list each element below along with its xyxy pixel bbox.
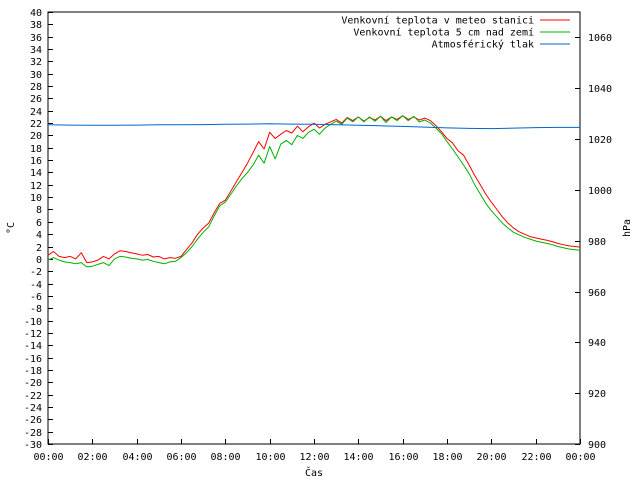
y2-tick-label: 1000 (588, 186, 612, 197)
legend-label: Venkovní teplota 5 cm nad zemí (353, 27, 534, 39)
y-tick-label: -28 (24, 428, 42, 439)
legend: Venkovní teplota v meteo staniciVenkovní… (341, 15, 570, 51)
y-tick-label: -26 (24, 415, 42, 426)
y-tick-label: -30 (24, 440, 42, 451)
x-tick-label: 00:00 (33, 452, 63, 463)
y-tick-label: 30 (30, 70, 42, 81)
y-tick-label: -16 (24, 354, 42, 365)
y2-tick-label: 1060 (588, 33, 612, 44)
x-axis-title: Čas (305, 466, 323, 479)
y-tick-label: 16 (30, 156, 42, 167)
x-tick-label: 04:00 (122, 452, 152, 463)
y-tick-label: 8 (36, 205, 42, 216)
y2-tick-label: 940 (588, 338, 606, 349)
y-tick-label: -18 (24, 366, 42, 377)
x-tick-label: 16:00 (388, 452, 418, 463)
legend-label: Venkovní teplota v meteo stanici (341, 15, 534, 27)
y2-axis-title: hPa (622, 219, 633, 237)
y-tick-label: -14 (24, 341, 42, 352)
y-axis-title: °C (6, 222, 17, 234)
axes: -30-28-26-24-22-20-18-16-14-12-10-8-6-4-… (24, 8, 612, 463)
y-tick-label: 14 (30, 168, 42, 179)
y-tick-label: -22 (24, 391, 42, 402)
y-tick-label: 10 (30, 193, 42, 204)
x-tick-label: 20:00 (476, 452, 506, 463)
y-tick-label: 2 (36, 243, 42, 254)
y-tick-label: 28 (30, 82, 42, 93)
y-tick-label: 6 (36, 218, 42, 229)
y2-tick-label: 960 (588, 288, 606, 299)
y-tick-label: 36 (30, 33, 42, 44)
y-tick-label: -6 (30, 292, 42, 303)
y-tick-label: 22 (30, 119, 42, 130)
y-tick-label: 34 (30, 45, 42, 56)
y-tick-label: 32 (30, 57, 42, 68)
y-tick-label: -8 (30, 304, 42, 315)
series-line-2 (47, 123, 580, 130)
y2-tick-label: 920 (588, 389, 606, 400)
y-tick-label: -12 (24, 329, 42, 340)
plot-border (47, 11, 581, 445)
x-tick-label: 02:00 (77, 452, 107, 463)
y-tick-label: 4 (36, 230, 42, 241)
x-tick-label: 08:00 (210, 452, 240, 463)
x-tick-label: 12:00 (299, 452, 329, 463)
y2-tick-label: 980 (588, 237, 606, 248)
y-tick-label: 40 (30, 8, 42, 19)
series-line-0 (47, 115, 581, 264)
x-tick-label: 14:00 (343, 452, 373, 463)
y2-tick-label: 1040 (588, 84, 612, 95)
y2-tick-label: 900 (588, 440, 606, 451)
x-tick-label: 10:00 (255, 452, 285, 463)
y-tick-label: 20 (30, 131, 42, 142)
legend-label: Atmosférický tlak (432, 39, 534, 51)
x-tick-label: 06:00 (166, 452, 196, 463)
y-tick-label: -4 (30, 280, 42, 291)
y-tick-label: 0 (36, 255, 42, 266)
series-line-1 (47, 115, 581, 268)
y-tick-label: 26 (30, 94, 42, 105)
y-tick-label: -10 (24, 317, 42, 328)
y-tick-label: 18 (30, 144, 42, 155)
x-tick-label: 22:00 (521, 452, 551, 463)
x-tick-label: 00:00 (565, 452, 595, 463)
y-tick-label: -20 (24, 378, 42, 389)
y-tick-label: -24 (24, 403, 42, 414)
y2-tick-label: 1020 (588, 135, 612, 146)
y-tick-label: 12 (30, 181, 42, 192)
y-tick-label: -2 (30, 267, 42, 278)
y-tick-label: 24 (30, 107, 42, 118)
y-tick-label: 38 (30, 20, 42, 31)
x-tick-label: 18:00 (432, 452, 462, 463)
series-lines (47, 115, 581, 268)
